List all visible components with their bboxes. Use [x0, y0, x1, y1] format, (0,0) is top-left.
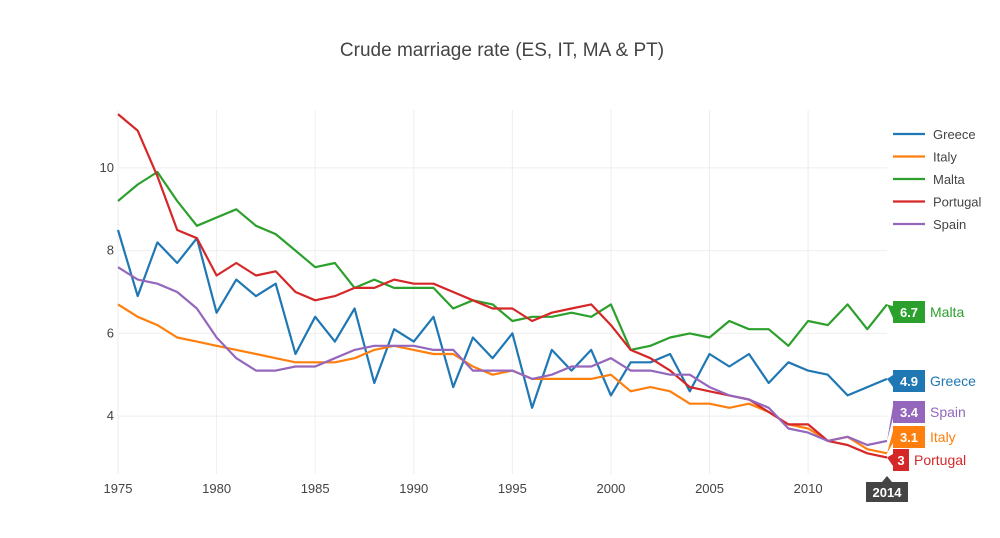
end-label-pointer [887, 375, 893, 387]
legend: Greece Italy Malta Portugal Spain [893, 127, 982, 232]
end-label-pointer [887, 304, 893, 318]
x-tick-label: 1980 [202, 481, 231, 496]
series-lines [116, 113, 888, 459]
end-label-spain: 3.4 Spain [887, 401, 966, 441]
legend-label-italy: Italy [933, 150, 957, 165]
end-label-name: Portugal [914, 452, 966, 468]
end-label-box [893, 301, 925, 323]
end-label-box [893, 370, 925, 392]
end-label-value: 3 [897, 453, 904, 468]
end-label-name: Spain [930, 404, 966, 420]
end-label-box [893, 401, 925, 423]
end-label-greece: 4.9 Greece [887, 370, 976, 392]
end-value-labels: 4.9 Greece 3.1 Italy 6.7 Malta 3 Portugal 3.4 Spa… [866, 301, 976, 502]
x-tick-label: 1975 [104, 481, 133, 496]
series-line-greece [116, 229, 888, 409]
end-label-box [893, 449, 909, 471]
end-label-portugal: 3 Portugal [887, 449, 966, 471]
series-line-italy [117, 303, 888, 455]
end-label-value: 4.9 [900, 374, 918, 389]
x-tick-label: 2000 [596, 481, 625, 496]
series-line-portugal [117, 113, 888, 459]
x-tick-label: 2005 [695, 481, 724, 496]
end-label-value: 3.1 [900, 430, 918, 445]
y-tick-label: 4 [107, 408, 114, 423]
x-tick-label: 2010 [794, 481, 823, 496]
end-label-italy: 3.1 Italy [887, 426, 956, 454]
end-label-value: 6.7 [900, 305, 918, 320]
end-label-value: 3.4 [900, 405, 919, 420]
y-tick-label: 8 [107, 243, 114, 258]
end-label-name: Italy [930, 429, 956, 445]
end-label-name: Malta [930, 304, 964, 320]
end-label-box [893, 426, 925, 448]
legend-label-spain: Spain [933, 217, 966, 232]
legend-label-greece: Greece [933, 127, 976, 142]
x-tick-label: 1990 [399, 481, 428, 496]
x-tick-label: 1985 [301, 481, 330, 496]
legend-label-portugal: Portugal [933, 195, 982, 210]
x-hover-box [866, 482, 908, 502]
series-line-malta [117, 170, 888, 351]
end-label-pointer [887, 431, 893, 454]
x-hover-pointer [882, 476, 892, 482]
end-label-malta: 6.7 Malta [887, 301, 964, 323]
end-label-pointer [887, 406, 893, 441]
x-tick-label: 1995 [498, 481, 527, 496]
y-tick-label: 6 [107, 325, 114, 340]
series-line-spain [117, 266, 888, 447]
axis-tick-labels: 1975 1980 1985 1990 1995 2000 2005 2010 4 6 8 10 [100, 160, 823, 496]
end-label-name: Greece [930, 373, 976, 389]
x-hover-label: 2014 [873, 485, 903, 500]
chart-title: Crude marriage rate (ES, IT, MA & PT) [340, 40, 664, 61]
grid [117, 110, 887, 474]
x-hover-badge: 2014 [866, 476, 908, 502]
y-tick-label: 10 [100, 160, 114, 175]
legend-label-malta: Malta [933, 172, 966, 187]
end-label-pointer [887, 454, 893, 466]
